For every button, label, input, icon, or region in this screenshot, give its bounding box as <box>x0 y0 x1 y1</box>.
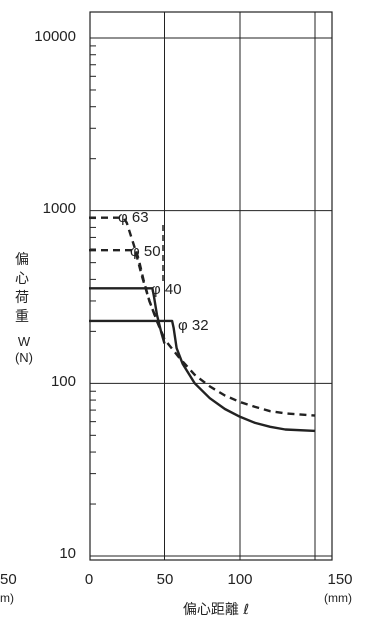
grid-layer <box>90 12 332 560</box>
x-tick-label-100: 100 <box>227 571 252 588</box>
cut-off-unit-label: m) <box>0 591 14 605</box>
y-tick-label-100: 100 <box>51 373 76 390</box>
y-axis-unit: (N) <box>15 350 33 365</box>
y-tick-label-1000: 1000 <box>43 200 76 217</box>
x-tick-label-50: 50 <box>157 571 174 588</box>
y-axis-title-char-1: 偏 <box>15 252 29 268</box>
series-line-40 <box>89 287 166 344</box>
x-tick-label-150: 150 <box>327 571 352 588</box>
series-label-phi-32: φ 32 <box>178 317 209 334</box>
y-tick-label-10000: 10000 <box>34 28 76 45</box>
y-tick-label-10: 10 <box>59 545 76 562</box>
plot-frame <box>89 11 333 561</box>
x-tick-label-0: 0 <box>85 571 93 588</box>
x-unit-label: (mm) <box>324 591 352 605</box>
series-layer <box>89 216 316 433</box>
cut-off-tick-label: 50 <box>0 571 17 588</box>
minor-ticks <box>90 45 96 505</box>
series-label-phi-40: φ 40 <box>151 281 182 298</box>
y-axis-title-char-4: 重 <box>15 309 29 325</box>
x-axis-title: 偏心距離 ℓ <box>183 601 249 618</box>
series-line-32 <box>89 319 316 433</box>
plot-area <box>89 11 333 561</box>
series-label-phi-63: φ 63 <box>118 209 149 226</box>
series-label-phi-50: φ 50 <box>130 243 161 260</box>
y-axis-symbol: W <box>18 334 31 349</box>
y-axis-title-char-2: 心 <box>15 271 29 287</box>
y-axis-title-char-3: 荷 <box>15 290 29 306</box>
